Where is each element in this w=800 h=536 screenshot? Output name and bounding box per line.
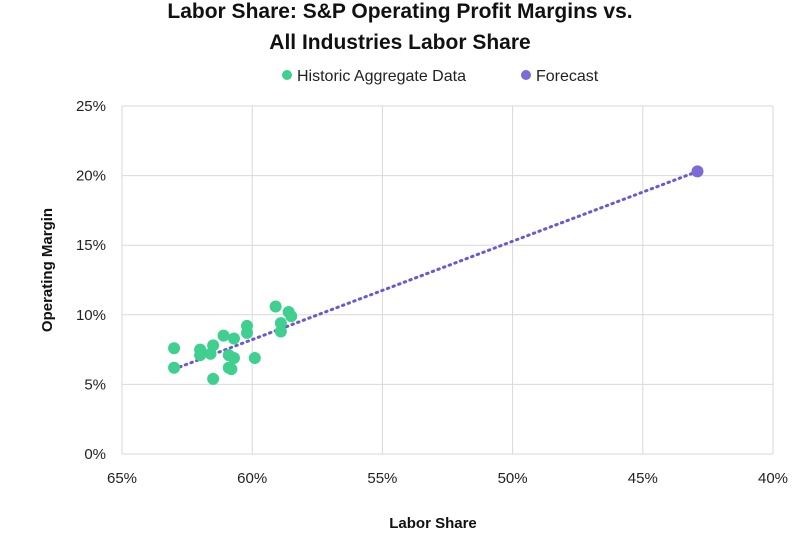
historic-data-point	[207, 339, 220, 352]
historic-data-point	[269, 300, 282, 313]
historic-data-point	[227, 351, 240, 364]
historic-data-point	[248, 351, 261, 364]
historic-data-point	[227, 332, 240, 345]
historic-data-point	[285, 310, 298, 323]
historic-data-point	[225, 363, 238, 376]
historic-data-point	[168, 342, 181, 355]
y-tick-label: 20%	[76, 168, 106, 185]
historic-data-point	[274, 325, 287, 338]
legend-label-forecast: Forecast	[536, 68, 599, 85]
forecast-data-point	[691, 165, 704, 178]
y-tick-label: 0%	[84, 446, 106, 463]
historic-data-point	[194, 349, 207, 362]
grid	[121, 105, 774, 455]
legend-marker-historic	[282, 70, 292, 80]
x-tick-label: 60%	[237, 470, 267, 487]
chart-subtitle: All Industries Labor Share	[269, 31, 531, 54]
y-tick-label: 5%	[84, 376, 106, 393]
data-points	[168, 165, 704, 385]
x-tick-label: 65%	[107, 470, 137, 487]
legend-label-historic: Historic Aggregate Data	[297, 68, 466, 85]
y-tick-label: 25%	[76, 98, 106, 115]
historic-data-point	[274, 317, 287, 330]
x-tick-label: 45%	[628, 470, 658, 487]
x-tick-label: 55%	[367, 470, 397, 487]
legend: Historic Aggregate Data Forecast	[282, 68, 599, 85]
historic-data-point	[168, 361, 181, 374]
y-axis-title: Operating Margin	[39, 208, 56, 332]
historic-data-point	[207, 372, 220, 385]
y-tick-label: 10%	[76, 307, 106, 324]
tick-labels: 65% 60% 55% 50% 45% 40% 0% 5% 10% 15% 20% 25%	[76, 98, 788, 487]
historic-data-point	[240, 319, 253, 332]
x-tick-label: 40%	[758, 470, 788, 487]
x-tick-label: 50%	[498, 470, 528, 487]
legend-marker-forecast	[521, 70, 531, 80]
y-tick-label: 15%	[76, 237, 106, 254]
x-axis-title: Labor Share	[389, 515, 477, 532]
historic-data-point	[217, 329, 230, 342]
chart-title: Labor Share: S&P Operating Profit Margin…	[167, 0, 633, 23]
